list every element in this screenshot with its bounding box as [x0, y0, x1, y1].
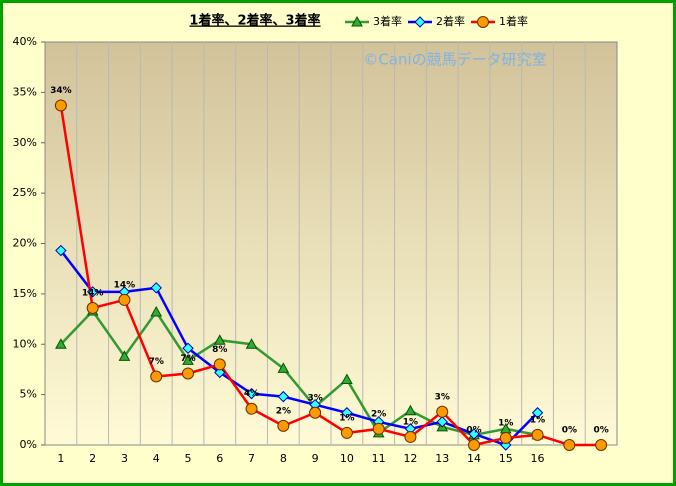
marker — [213, 358, 226, 371]
data-label: 8% — [212, 345, 227, 355]
legend-label: 2着率 — [436, 14, 465, 28]
data-label: 4% — [244, 389, 259, 399]
marker — [468, 439, 480, 451]
data-label: 7% — [180, 354, 195, 364]
y-tick-label: 35% — [13, 85, 37, 98]
data-label: 1% — [339, 413, 354, 423]
marker — [86, 286, 99, 298]
data-label: 1% — [498, 418, 513, 428]
marker — [351, 15, 363, 27]
marker — [150, 305, 163, 317]
x-tick-label: 2 — [89, 452, 96, 465]
y-tick-label: 20% — [13, 237, 37, 250]
marker — [54, 99, 67, 112]
marker — [213, 334, 226, 345]
marker — [414, 16, 426, 28]
marker — [531, 428, 544, 441]
marker — [499, 431, 512, 444]
watermark: ©Caniの競馬データ研究室 — [363, 51, 546, 69]
marker — [595, 439, 608, 451]
y-tick-label: 25% — [13, 186, 37, 199]
marker — [150, 282, 162, 294]
x-tick-label: 3 — [121, 452, 128, 465]
x-tick-label: 8 — [280, 452, 287, 465]
marker — [55, 338, 67, 349]
data-label: 2% — [371, 409, 386, 419]
data-label: 34% — [50, 86, 72, 96]
x-tick-label: 9 — [312, 452, 319, 465]
marker — [86, 301, 99, 314]
x-tick-label: 14 — [467, 452, 481, 465]
data-label: 1% — [530, 415, 545, 425]
y-tick-label: 40% — [13, 35, 37, 48]
data-label: 2% — [276, 406, 291, 416]
data-label: 14% — [82, 288, 104, 298]
x-tick-label: 5 — [185, 452, 192, 465]
y-tick-label: 15% — [13, 287, 37, 300]
marker — [341, 407, 353, 419]
legend-label: 3着率 — [373, 14, 402, 28]
x-tick-label: 13 — [435, 452, 449, 465]
legend-label: 1着率 — [499, 14, 528, 28]
data-label: 1% — [403, 417, 418, 427]
marker — [182, 342, 194, 354]
x-tick-label: 12 — [403, 452, 417, 465]
marker — [214, 366, 226, 379]
x-tick-label: 7 — [248, 452, 255, 465]
marker — [245, 338, 258, 349]
marker — [309, 406, 322, 419]
x-tick-label: 10 — [340, 452, 354, 465]
x-tick-label: 15 — [499, 452, 513, 465]
data-label: 3% — [435, 392, 450, 402]
data-label: 3% — [307, 393, 322, 403]
x-tick-label: 4 — [153, 452, 160, 465]
x-tick-label: 1 — [57, 452, 64, 465]
data-label: 0% — [593, 426, 608, 436]
marker — [277, 390, 290, 403]
marker — [404, 430, 417, 443]
x-tick-label: 11 — [372, 452, 386, 465]
marker — [404, 404, 417, 416]
data-label: 7% — [149, 357, 164, 367]
y-tick-label: 0% — [20, 438, 37, 451]
y-tick-label: 5% — [20, 388, 37, 401]
marker — [436, 405, 449, 418]
marker — [477, 16, 489, 28]
y-tick-label: 30% — [13, 136, 37, 149]
series-line — [59, 309, 538, 437]
marker — [277, 362, 290, 373]
marker — [182, 354, 194, 365]
x-tick-label: 16 — [531, 452, 545, 465]
marker — [55, 244, 67, 257]
data-label: 0% — [466, 426, 481, 436]
marker — [340, 426, 353, 439]
data-label: 0% — [562, 426, 577, 436]
marker — [118, 293, 131, 306]
marker — [277, 419, 290, 432]
marker — [341, 373, 353, 385]
marker — [436, 416, 448, 428]
marker — [182, 367, 194, 380]
marker — [245, 387, 258, 400]
marker — [531, 407, 544, 419]
marker — [372, 422, 385, 435]
chart-title: 1着率、2着率、3着率 — [189, 13, 320, 29]
y-tick-label: 10% — [13, 337, 37, 350]
marker — [245, 402, 258, 415]
marker — [118, 350, 131, 361]
marker — [150, 370, 163, 383]
marker — [468, 428, 480, 440]
marker — [563, 439, 576, 451]
data-label: 14% — [114, 280, 136, 290]
x-tick-label: 6 — [216, 452, 223, 465]
